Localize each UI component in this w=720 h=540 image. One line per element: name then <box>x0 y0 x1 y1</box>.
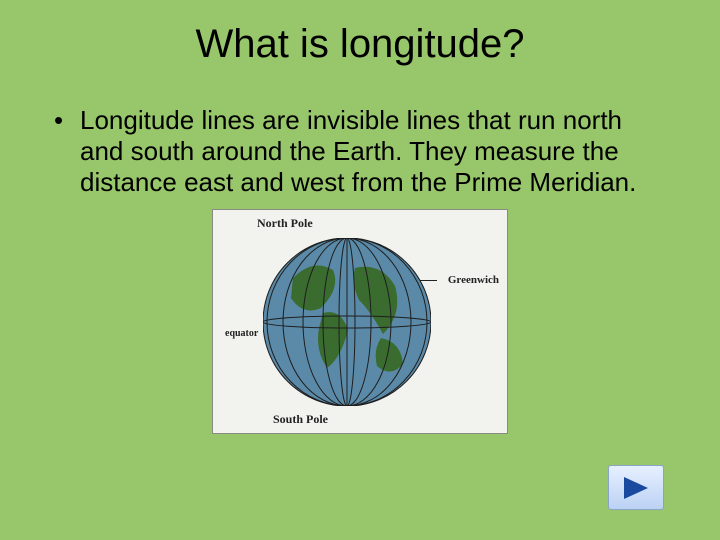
globe-diagram: North Pole South Pole Greenwich equator <box>212 209 508 434</box>
next-button[interactable] <box>608 465 664 510</box>
bullet-item: • Longitude lines are invisible lines th… <box>54 105 666 199</box>
label-south-pole: South Pole <box>273 412 328 427</box>
bullet-text: Longitude lines are invisible lines that… <box>80 105 666 199</box>
label-greenwich: Greenwich <box>448 274 499 286</box>
bullet-marker: • <box>54 105 80 199</box>
body-text-block: • Longitude lines are invisible lines th… <box>0 67 720 199</box>
label-north-pole: North Pole <box>257 216 313 231</box>
slide-title: What is longitude? <box>0 0 720 67</box>
forward-arrow-icon <box>622 475 650 501</box>
globe-icon <box>263 238 431 406</box>
label-equator: equator <box>225 328 258 339</box>
